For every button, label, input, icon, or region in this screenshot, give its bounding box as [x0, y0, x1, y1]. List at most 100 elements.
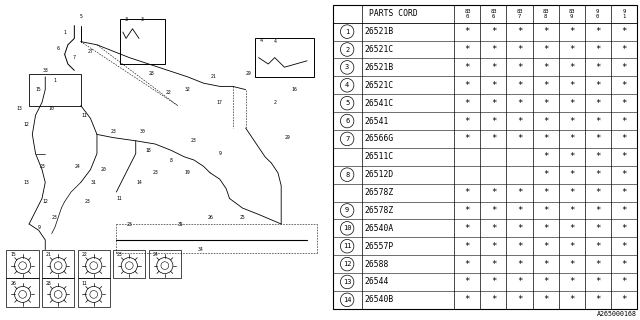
- Text: A265000168: A265000168: [596, 311, 637, 317]
- Text: 7: 7: [345, 136, 349, 142]
- Text: 25: 25: [239, 215, 245, 220]
- Text: *: *: [595, 170, 600, 179]
- Text: *: *: [517, 260, 522, 268]
- Text: *: *: [465, 277, 470, 286]
- Text: *: *: [569, 45, 574, 54]
- Text: *: *: [465, 27, 470, 36]
- Text: *: *: [595, 224, 600, 233]
- Text: 11: 11: [343, 243, 351, 249]
- Text: *: *: [491, 99, 496, 108]
- Text: *: *: [543, 242, 548, 251]
- Text: *: *: [491, 277, 496, 286]
- Text: 2: 2: [345, 46, 349, 52]
- Text: 15: 15: [36, 87, 42, 92]
- Text: 26: 26: [10, 281, 16, 286]
- Text: 19: 19: [184, 170, 190, 175]
- Text: *: *: [465, 295, 470, 304]
- Text: 26544: 26544: [365, 277, 389, 286]
- Text: *: *: [465, 99, 470, 108]
- Bar: [255, 38, 314, 77]
- Text: 28: 28: [46, 281, 52, 286]
- Text: 11: 11: [81, 113, 87, 118]
- Text: *: *: [621, 152, 627, 161]
- Text: 26578Z: 26578Z: [365, 206, 394, 215]
- Text: 1: 1: [345, 28, 349, 35]
- Text: *: *: [569, 134, 574, 143]
- Text: *: *: [465, 224, 470, 233]
- Text: 13: 13: [17, 106, 22, 111]
- Text: 26540B: 26540B: [365, 295, 394, 304]
- Text: *: *: [543, 260, 548, 268]
- Text: *: *: [621, 81, 627, 90]
- Text: 12: 12: [343, 261, 351, 267]
- Text: 13: 13: [23, 180, 29, 185]
- Text: 3: 3: [345, 64, 349, 70]
- Text: 23: 23: [39, 164, 45, 169]
- Text: *: *: [543, 45, 548, 54]
- Text: *: *: [491, 206, 496, 215]
- Text: 22: 22: [81, 252, 87, 257]
- Text: 24: 24: [152, 252, 158, 257]
- Bar: [77, 250, 110, 278]
- Text: *: *: [491, 134, 496, 143]
- Text: 26588: 26588: [365, 260, 389, 268]
- Text: 26540A: 26540A: [365, 224, 394, 233]
- Text: *: *: [621, 242, 627, 251]
- Text: *: *: [621, 27, 627, 36]
- Text: *: *: [517, 63, 522, 72]
- Text: 23: 23: [191, 138, 196, 143]
- Text: 9
1: 9 1: [622, 9, 625, 19]
- Text: *: *: [569, 81, 574, 90]
- Text: 9: 9: [37, 225, 40, 230]
- Bar: [6, 250, 39, 278]
- Text: 5: 5: [79, 13, 82, 19]
- Text: 26521B: 26521B: [365, 63, 394, 72]
- Text: *: *: [543, 188, 548, 197]
- Text: *: *: [595, 206, 600, 215]
- Text: *: *: [569, 277, 574, 286]
- Text: 6: 6: [57, 45, 60, 51]
- Text: 8: 8: [170, 157, 173, 163]
- Text: 28: 28: [149, 71, 155, 76]
- Text: *: *: [517, 277, 522, 286]
- Text: 2: 2: [273, 100, 276, 105]
- Text: *: *: [621, 99, 627, 108]
- Text: 11: 11: [116, 196, 122, 201]
- Text: 5: 5: [345, 100, 349, 106]
- Text: *: *: [465, 242, 470, 251]
- Text: 18: 18: [146, 148, 152, 153]
- Text: *: *: [465, 188, 470, 197]
- Text: *: *: [595, 188, 600, 197]
- Text: 10: 10: [343, 225, 351, 231]
- Text: *: *: [491, 295, 496, 304]
- Text: 21: 21: [211, 74, 216, 79]
- Text: 29: 29: [285, 135, 291, 140]
- Bar: [148, 250, 181, 278]
- Text: 23: 23: [52, 215, 58, 220]
- Text: *: *: [595, 242, 600, 251]
- Text: 9: 9: [345, 207, 349, 213]
- Text: 26521C: 26521C: [365, 45, 394, 54]
- Text: 23: 23: [84, 199, 90, 204]
- Text: *: *: [595, 81, 600, 90]
- Text: *: *: [621, 170, 627, 179]
- Text: *: *: [543, 27, 548, 36]
- Bar: [77, 278, 110, 307]
- Text: *: *: [517, 295, 522, 304]
- Text: 9: 9: [218, 151, 221, 156]
- Text: *: *: [595, 116, 600, 125]
- Text: *: *: [543, 116, 548, 125]
- Text: *: *: [491, 63, 496, 72]
- Text: 6: 6: [345, 118, 349, 124]
- Text: *: *: [543, 152, 548, 161]
- Text: 26511C: 26511C: [365, 152, 394, 161]
- Text: *: *: [491, 45, 496, 54]
- Text: *: *: [569, 206, 574, 215]
- Text: 83
6: 83 6: [490, 9, 497, 19]
- Text: *: *: [517, 188, 522, 197]
- Text: *: *: [517, 206, 522, 215]
- Text: *: *: [465, 134, 470, 143]
- Text: 13: 13: [343, 279, 351, 285]
- Text: *: *: [621, 63, 627, 72]
- Text: 12: 12: [23, 122, 29, 127]
